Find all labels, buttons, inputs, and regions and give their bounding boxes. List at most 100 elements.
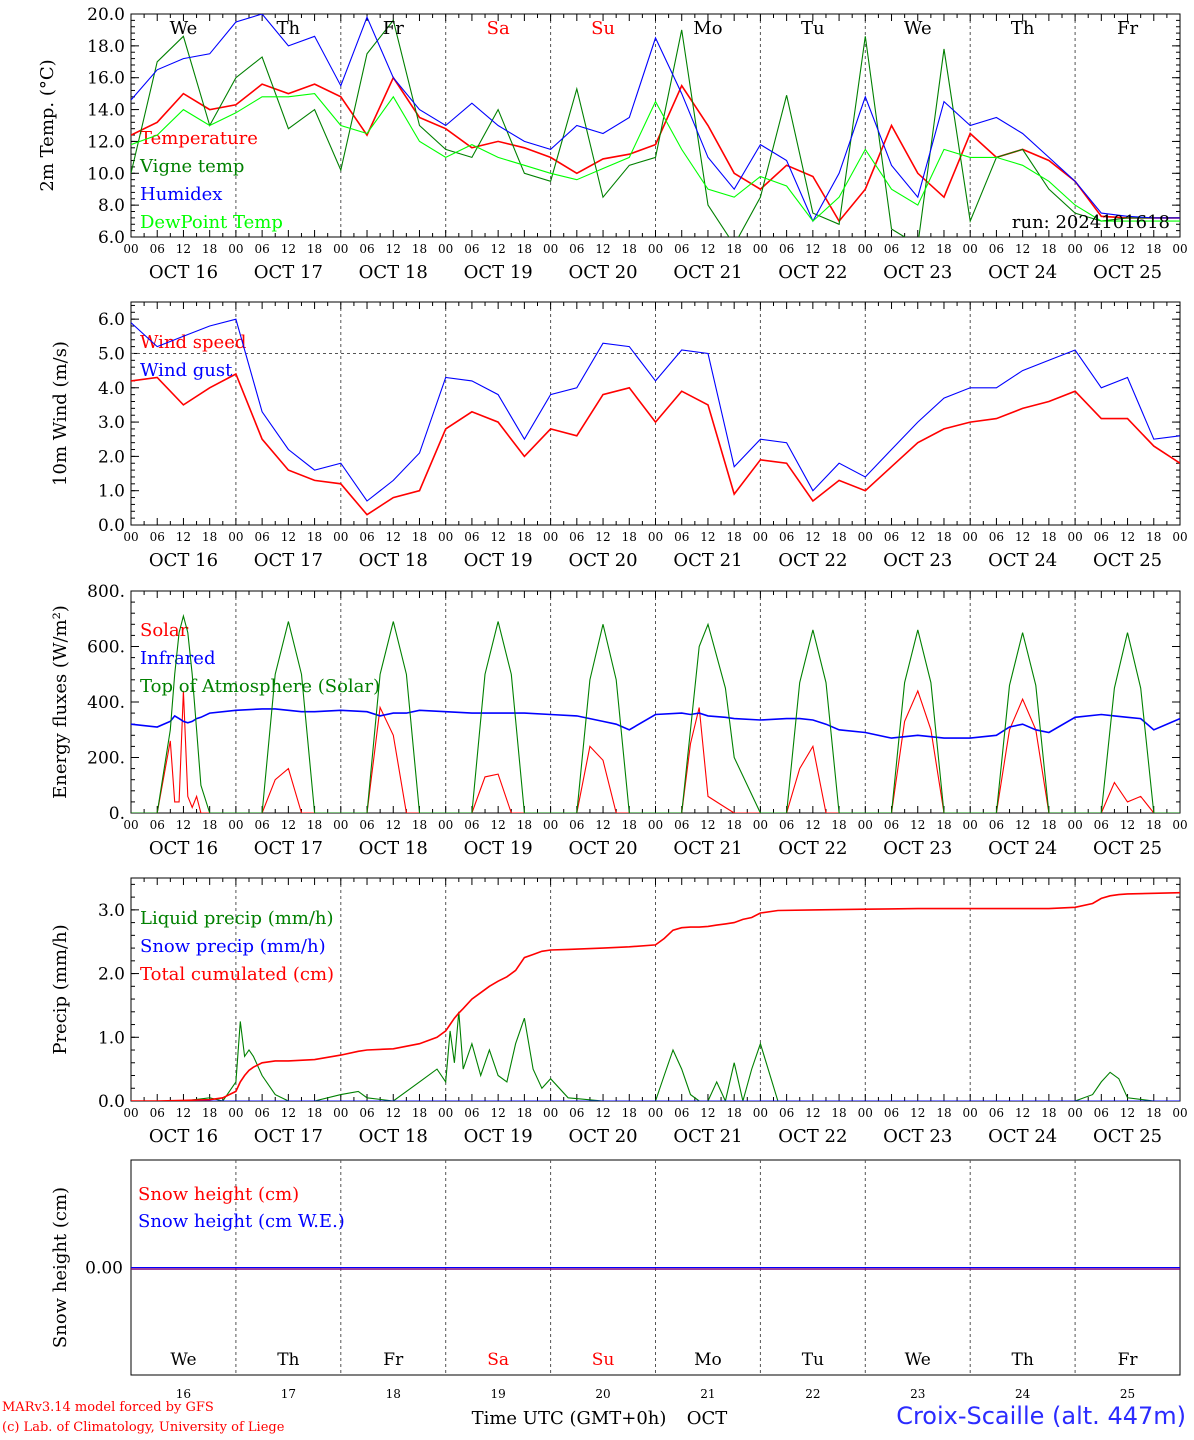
panel-1-ytick-label: 12.0	[87, 132, 125, 152]
panel-5-day-name: We	[170, 1350, 196, 1370]
panel-1-legend-2: Vigne temp	[139, 156, 244, 177]
panel-1-ytick-label: 14.0	[87, 101, 125, 121]
panel-4-legend-3: Total cumulated (cm)	[140, 964, 334, 985]
panel-4-hour-label: 06	[674, 1106, 689, 1120]
panel-4-hour-label: 06	[359, 1106, 374, 1120]
panel-2-hour-label: 06	[254, 530, 269, 544]
panel-2-date-label: OCT 21	[673, 550, 742, 571]
panel-3-legend-3: Top of Atmosphere (Solar)	[140, 676, 380, 697]
panel-1-hour-label: 00	[543, 242, 558, 256]
panel-3-date-label: OCT 18	[359, 838, 428, 859]
panel-1-hour-label: 18	[202, 242, 217, 256]
panel-3-date-label: OCT 17	[254, 838, 323, 859]
panel-1-day-name: Su	[591, 18, 615, 39]
panel-4-legend-2: Snow precip (mm/h)	[140, 936, 326, 957]
panel-3-hour-label: 12	[1015, 818, 1030, 832]
panel-1-date-label: OCT 22	[778, 262, 847, 283]
panel-4-date-label: OCT 17	[254, 1126, 323, 1147]
panel-4-hour-label: 06	[779, 1106, 794, 1120]
panel-1-hour-label: 00	[333, 242, 348, 256]
panel-3-hour-label: 00	[753, 818, 768, 832]
panel-3-hour-label: 06	[1094, 818, 1109, 832]
panel-1-hour-label: 18	[727, 242, 742, 256]
panel-1-hour-label: 12	[700, 242, 715, 256]
panel-3-hour-label: 18	[1041, 818, 1056, 832]
panel-1-hour-label: 00	[858, 242, 873, 256]
panel-1-legend-4: DewPoint Temp	[140, 212, 283, 233]
panel-2-date-label: OCT 25	[1093, 550, 1162, 571]
panel-1-hour-label: 18	[936, 242, 951, 256]
panel-4-hour-label: 12	[700, 1106, 715, 1120]
panel-2-hour-label: 18	[1146, 530, 1161, 544]
panel-2-ytick-label: 1.0	[98, 482, 125, 502]
panel-3-hour-label: 06	[569, 818, 584, 832]
panel-4-hour-label: 06	[254, 1106, 269, 1120]
panel-1-hour-label: 12	[595, 242, 610, 256]
panel-2-legend-2: Wind gust	[140, 360, 233, 381]
panel-3-hour-label: 06	[674, 818, 689, 832]
panel-1-hour-label: 12	[1015, 242, 1030, 256]
panel-1-day-name: Fr	[1117, 18, 1138, 39]
lab-credit: (c) Lab. of Climatology, University of L…	[2, 1420, 285, 1435]
panel-4-hour-label: 18	[936, 1106, 951, 1120]
panel-4-hour-label: 00	[228, 1106, 243, 1120]
panel-4-hour-label: 06	[1094, 1106, 1109, 1120]
panel-4-hour-label: 06	[989, 1106, 1004, 1120]
bottom-day-number: 19	[491, 1387, 506, 1401]
panel-3-ytick-label: 800.	[87, 582, 125, 602]
panel-1-ytick-label: 10.0	[87, 164, 125, 184]
panel-1-day-name: Tu	[801, 18, 825, 39]
panel-1-date-label: OCT 20	[568, 262, 637, 283]
panel-2-date-label: OCT 22	[778, 550, 847, 571]
panel-5-day-name: Th	[277, 1350, 299, 1370]
panel-3-hour-label: 06	[254, 818, 269, 832]
panel-4-date-label: OCT 18	[359, 1126, 428, 1147]
panel-4-hour-label: 00	[438, 1106, 453, 1120]
panel-4-date-label: OCT 16	[149, 1126, 218, 1147]
panel-2-hour-label: 12	[281, 530, 296, 544]
panel-2-hour-label: 06	[1094, 530, 1109, 544]
panel-1-ytick-label: 18.0	[87, 37, 125, 57]
panel-3-hour-label: 18	[727, 818, 742, 832]
panel-1-hour-label: 00	[648, 242, 663, 256]
panel-3-date-label: OCT 19	[464, 838, 533, 859]
bottom-day-number: 22	[805, 1387, 820, 1401]
panel-4-ytick-label: 0.0	[98, 1092, 125, 1112]
panel-1-hour-label: 06	[884, 242, 899, 256]
panel-1-hour-label: 18	[622, 242, 637, 256]
panel-2-series-wind-gust	[131, 318, 1180, 502]
panel-1-ytick-label: 8.0	[98, 196, 125, 216]
panel-1-date-label: OCT 17	[254, 262, 323, 283]
panel-1-hour-label: 12	[805, 242, 820, 256]
panel-3-date-label: OCT 22	[778, 838, 847, 859]
panel-2-date-label: OCT 24	[988, 550, 1057, 571]
panel-1-hour-label: 12	[386, 242, 401, 256]
panel-1-date-label: OCT 25	[1093, 262, 1162, 283]
panel-4-hour-label: 18	[727, 1106, 742, 1120]
panel-1-legend-1: Temperature	[140, 128, 258, 149]
panel-1-date-label: OCT 18	[359, 262, 428, 283]
panel-1-date-label: OCT 24	[988, 262, 1057, 283]
panel-4-hour-label: 18	[622, 1106, 637, 1120]
panel-2-series-wind-speed	[131, 372, 1180, 516]
panel-1-hour-label: 06	[1094, 242, 1109, 256]
panel-2-date-label: OCT 20	[568, 550, 637, 571]
panel-3-hour-label: 06	[779, 818, 794, 832]
panel-5-ytick-label: 0.00	[85, 1259, 123, 1279]
panel-5-day-name: We	[905, 1350, 931, 1370]
panel-2-hour-label: 06	[569, 530, 584, 544]
panel-4-legend-1: Liquid precip (mm/h)	[140, 908, 334, 929]
panel-4-hour-label: 12	[910, 1106, 925, 1120]
panel-2-hour-label: 00	[648, 530, 663, 544]
panel-4-hour-label: 06	[150, 1106, 165, 1120]
panel-2-hour-label: 12	[176, 530, 191, 544]
panel-1-frame	[130, 13, 1181, 238]
panel-3-hour-label: 12	[805, 818, 820, 832]
panel-1-hour-label: 12	[1120, 242, 1135, 256]
panel-3-ytick-label: 0.	[109, 804, 125, 824]
panel-4-date-label: OCT 21	[673, 1126, 742, 1147]
panel-3-hour-label: 00	[438, 818, 453, 832]
panel-4-date-label: OCT 19	[464, 1126, 533, 1147]
panel-3-date-label: OCT 20	[568, 838, 637, 859]
panel-1-hour-label: 06	[674, 242, 689, 256]
